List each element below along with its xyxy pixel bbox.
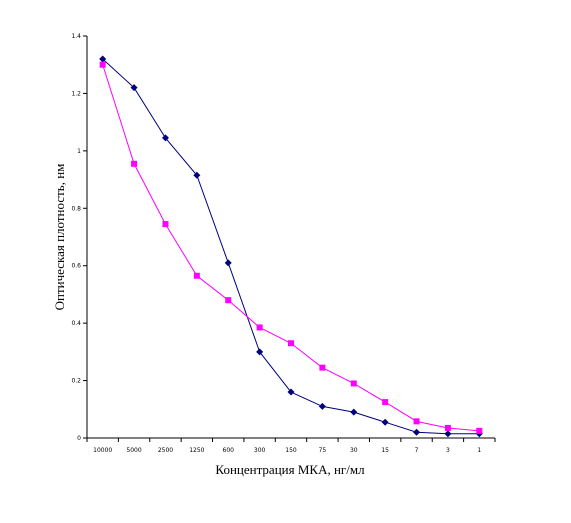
- x-tick-label: 30: [350, 447, 358, 454]
- x-tick-label: 3: [446, 447, 450, 454]
- x-tick-label: 7: [415, 447, 419, 454]
- y-tick-label: 0: [77, 435, 81, 442]
- x-tick-label: 2500: [158, 447, 173, 454]
- data-point-square: [162, 221, 169, 228]
- x-tick-label: 75: [319, 447, 327, 454]
- data-point-diamond: [256, 348, 264, 356]
- y-axis-title: Оптическая плотность, нм: [52, 164, 67, 311]
- x-tick-label: 1250: [189, 447, 204, 454]
- data-point-square: [256, 324, 263, 331]
- data-point-square: [413, 418, 420, 425]
- data-point-diamond: [193, 171, 201, 179]
- x-tick-label: 600: [223, 447, 235, 454]
- data-point-square: [99, 61, 106, 68]
- series-layer: [99, 55, 483, 438]
- y-tick-label: 1.2: [71, 90, 81, 97]
- x-tick-label: 5000: [126, 447, 141, 454]
- x-tick-label: 300: [254, 447, 266, 454]
- y-tick-label: 0.2: [71, 378, 81, 385]
- data-point-diamond: [413, 428, 421, 436]
- x-tick-label: 1: [477, 447, 481, 454]
- x-ticks: 10000 5000 2500 1250 600 300 150 75 30 15 7 3 1: [86, 438, 496, 454]
- series-line: [102, 64, 480, 432]
- data-point-square: [288, 340, 294, 347]
- data-point-diamond: [318, 402, 326, 410]
- data-point-square: [350, 380, 357, 387]
- x-axis-title: Концентрация МКА, нг/мл: [215, 462, 365, 477]
- data-point-square: [225, 297, 232, 304]
- y-tick-label: 0.6: [71, 263, 81, 270]
- series-line: [102, 58, 480, 435]
- data-point-diamond: [99, 55, 107, 63]
- x-tick-label: 10000: [93, 447, 112, 454]
- data-point-square: [444, 424, 451, 431]
- data-point-diamond: [161, 134, 169, 142]
- data-point-square: [319, 364, 326, 371]
- data-point-diamond: [444, 430, 452, 438]
- x-tick-label: 15: [381, 447, 389, 454]
- x-tick-label: 150: [285, 447, 297, 454]
- data-point-square: [193, 272, 200, 279]
- data-point-square: [131, 160, 138, 167]
- data-point-diamond: [350, 408, 358, 416]
- y-tick-label: 0.4: [71, 320, 81, 327]
- y-ticks: 0 0.2 0.4 0.6 0.8 1 1.2 1.4: [71, 33, 87, 442]
- data-point-diamond: [381, 418, 389, 426]
- data-point-diamond: [287, 388, 295, 396]
- y-tick-label: 0.8: [71, 205, 81, 212]
- y-tick-label: 1.4: [71, 33, 81, 40]
- data-point-square: [476, 427, 483, 434]
- data-point-diamond: [224, 259, 232, 267]
- data-point-square: [382, 399, 389, 406]
- y-tick-label: 1: [77, 148, 81, 155]
- axes: [86, 36, 495, 439]
- series-2: [99, 61, 483, 434]
- data-point-diamond: [130, 84, 138, 92]
- series-1: [99, 55, 483, 438]
